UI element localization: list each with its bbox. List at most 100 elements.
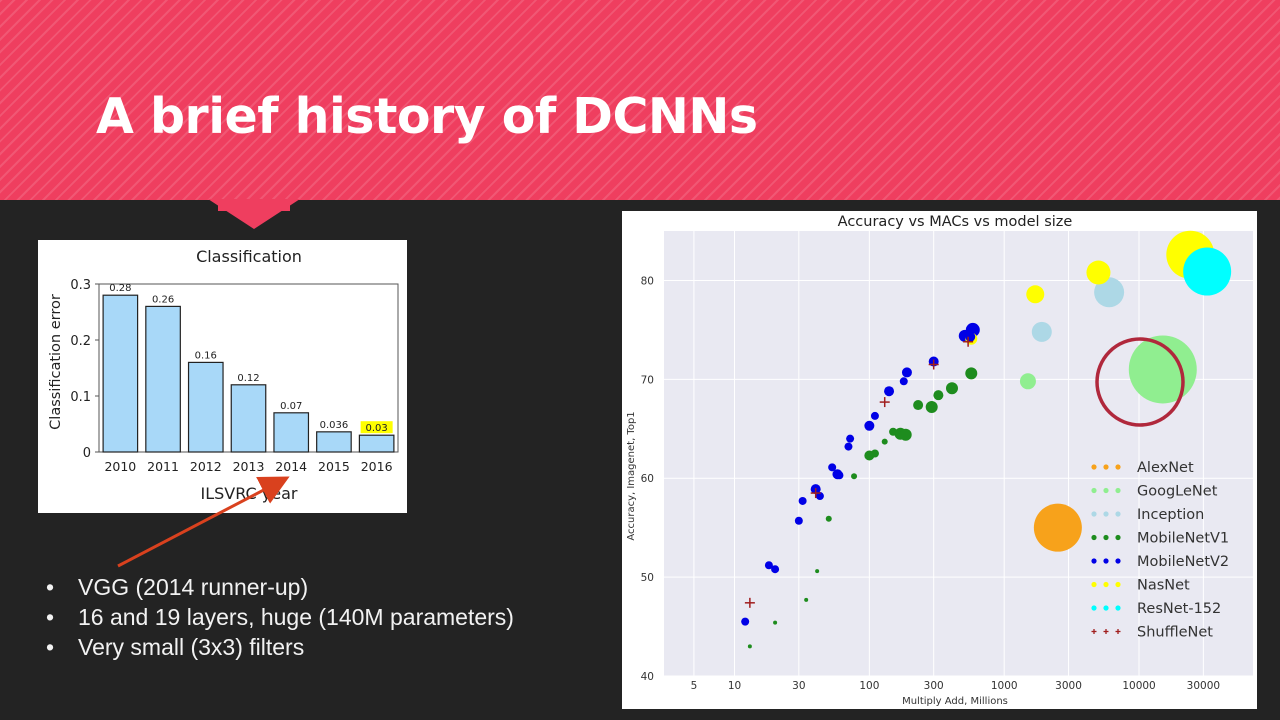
point-mobilenetv2 bbox=[828, 463, 837, 472]
point-mobilenetv2 bbox=[764, 561, 773, 570]
legend-label: NasNet bbox=[1137, 578, 1190, 594]
bar-x-tick-label: 2016 bbox=[361, 459, 393, 474]
legend-label: ShuffleNet bbox=[1137, 625, 1213, 641]
scatter-y-tick-label: 80 bbox=[641, 275, 654, 287]
vgg16-highlight-ring bbox=[1095, 337, 1185, 427]
point-mobilenetv2 bbox=[844, 442, 853, 451]
bar-data-label: 0.26 bbox=[152, 294, 174, 305]
scatter-ylabel: Accuracy, Imagenet, Top1 bbox=[626, 411, 637, 540]
bar-data-label: 0.28 bbox=[109, 283, 131, 294]
point-mobilenetv2 bbox=[794, 516, 803, 525]
bar-y-tick-label: 0.2 bbox=[70, 334, 91, 349]
scatter-x-tick-label: 5 bbox=[691, 680, 698, 692]
bar-data-label: 0.16 bbox=[195, 350, 217, 361]
legend-label: MobileNetV1 bbox=[1137, 531, 1229, 547]
point-mobilenetv2 bbox=[741, 617, 750, 626]
bar-data-label: 0.036 bbox=[320, 420, 349, 431]
legend-entry: AlexNet bbox=[1091, 460, 1194, 476]
legend-label: GoogLeNet bbox=[1137, 484, 1218, 500]
point-googlenet bbox=[1019, 373, 1036, 390]
point-mobilenetv1 bbox=[945, 382, 958, 395]
point-mobilenetv2 bbox=[965, 331, 976, 342]
point-shufflenet bbox=[744, 597, 755, 608]
bullet-item: • 16 and 19 layers, huge (140M parameters… bbox=[46, 604, 514, 630]
legend-entry: NasNet bbox=[1091, 578, 1190, 594]
bar-data-label: 0.03 bbox=[366, 423, 388, 434]
bar-chart-title: Classification bbox=[196, 247, 302, 266]
point-mobilenetv1 bbox=[881, 438, 888, 445]
scatter-y-tick-label: 70 bbox=[641, 374, 654, 386]
scatter-y-tick-label: 40 bbox=[641, 671, 654, 683]
bar-label-highlight bbox=[360, 421, 393, 434]
classification-chart-panel: Classification Classification error ILSV… bbox=[38, 240, 407, 513]
point-mobilenetv1 bbox=[899, 428, 912, 441]
point-mobilenetv1 bbox=[889, 427, 898, 436]
bar-chart-xlabel: ILSVRC year bbox=[200, 484, 297, 503]
point-mobilenetv2 bbox=[901, 367, 912, 378]
scatter-plot-area bbox=[664, 231, 1253, 676]
legend-entry: Inception bbox=[1091, 507, 1204, 523]
bullet-item: • VGG (2014 runner-up) bbox=[46, 574, 309, 600]
point-inception bbox=[1094, 277, 1125, 308]
point-mobilenetv1 bbox=[933, 390, 944, 401]
point-mobilenetv2 bbox=[798, 496, 807, 505]
bar-y-tick-label: 0.1 bbox=[70, 390, 91, 405]
scatter-chart-panel: Accuracy vs MACs vs model size Multiply … bbox=[622, 211, 1257, 709]
point-mobilenetv1 bbox=[825, 515, 832, 522]
point-alexnet bbox=[1033, 503, 1082, 552]
point-mobilenetv1 bbox=[925, 401, 938, 414]
bar bbox=[102, 294, 139, 453]
bar-data-label: 0.12 bbox=[237, 373, 259, 384]
point-shufflenet bbox=[879, 397, 890, 408]
point-mobilenetv2 bbox=[884, 386, 895, 397]
scatter-x-tick-label: 1000 bbox=[991, 680, 1018, 692]
point-shufflenet bbox=[928, 359, 939, 370]
point-mobilenetv1 bbox=[815, 569, 820, 574]
bar bbox=[145, 305, 181, 453]
legend-label: AlexNet bbox=[1137, 460, 1194, 476]
scatter-x-tick-label: 10 bbox=[728, 680, 741, 692]
banner-notch-tip bbox=[208, 199, 300, 229]
bar-x-tick-label: 2013 bbox=[233, 459, 265, 474]
legend-entry: MobileNetV1 bbox=[1091, 531, 1229, 547]
scatter-y-tick-label: 60 bbox=[641, 473, 654, 485]
point-shufflenet bbox=[810, 488, 821, 499]
point-inception bbox=[1031, 321, 1052, 342]
point-mobilenetv1 bbox=[804, 597, 809, 602]
bar bbox=[358, 434, 395, 453]
bar bbox=[230, 384, 267, 453]
legend-entry: MobileNetV2 bbox=[1091, 554, 1229, 570]
bar-chart-ylabel: Classification error bbox=[48, 294, 64, 430]
bullet-list: • VGG (2014 runner-up) • 16 and 19 layers,… bbox=[46, 572, 514, 662]
scatter-x-tick-label: 100 bbox=[859, 680, 879, 692]
bar-x-tick-label: 2015 bbox=[318, 459, 350, 474]
bullet-item: • Very small (3x3) filters bbox=[46, 634, 305, 660]
point-mobilenetv1 bbox=[965, 367, 978, 380]
bar-x-tick-label: 2012 bbox=[190, 459, 222, 474]
bar bbox=[187, 361, 224, 453]
point-mobilenetv2 bbox=[835, 471, 844, 480]
point-mobilenetv2 bbox=[899, 377, 908, 386]
point-mobilenetv2 bbox=[864, 420, 875, 431]
legend-entry: GoogLeNet bbox=[1091, 484, 1218, 500]
point-mobilenetv1 bbox=[747, 644, 752, 649]
scatter-x-tick-label: 30 bbox=[792, 680, 805, 692]
bar-data-label: 0.07 bbox=[280, 401, 302, 412]
point-mobilenetv2 bbox=[815, 492, 824, 501]
point-mobilenetv2 bbox=[771, 565, 780, 574]
bar-x-tick-label: 2011 bbox=[147, 459, 179, 474]
accuracy-scatter-chart: Accuracy vs MACs vs model size Multiply … bbox=[626, 214, 1253, 707]
bar bbox=[316, 431, 352, 453]
scatter-y-tick-label: 50 bbox=[641, 572, 654, 584]
scatter-x-tick-label: 30000 bbox=[1187, 680, 1220, 692]
bar-y-tick-label: 0.3 bbox=[70, 278, 91, 293]
bar bbox=[273, 412, 310, 453]
classification-bar-chart: Classification Classification error ILSV… bbox=[48, 247, 399, 503]
point-mobilenetv1 bbox=[870, 449, 879, 458]
title-banner bbox=[0, 0, 1280, 200]
scatter-legend: AlexNet GoogLeNet Inception MobileNetV1 Mobi… bbox=[1091, 460, 1229, 641]
slide-title: A brief history of DCNNs bbox=[96, 88, 758, 145]
point-nasnet bbox=[1086, 260, 1111, 285]
point-nasnet bbox=[1026, 285, 1045, 304]
legend-label: Inception bbox=[1137, 507, 1204, 523]
